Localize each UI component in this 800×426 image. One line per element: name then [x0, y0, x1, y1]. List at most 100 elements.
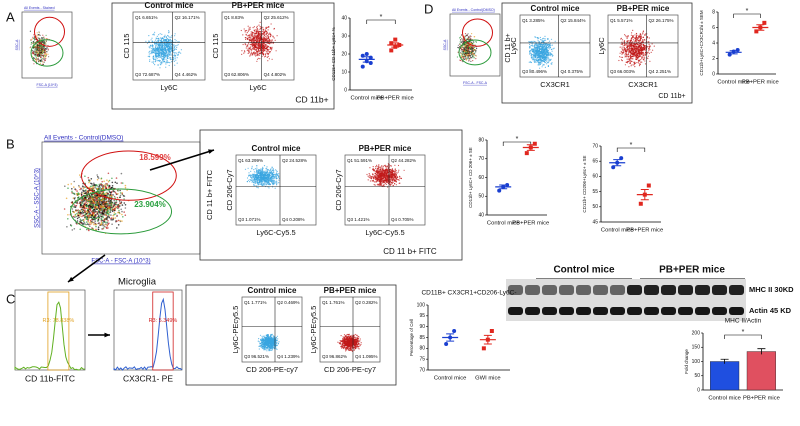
event-dot	[34, 47, 35, 48]
event-dot	[176, 49, 177, 50]
event-dot	[150, 53, 151, 54]
event-dot	[155, 57, 156, 58]
event-dot	[42, 55, 43, 56]
event-dot	[165, 40, 166, 41]
event-dot	[472, 60, 473, 61]
event-dot	[622, 50, 623, 51]
event-dot	[537, 44, 538, 45]
event-dot	[633, 64, 634, 65]
event-dot	[545, 60, 546, 61]
quadrant-label: Q2 25.612%	[264, 15, 289, 20]
event-dot	[630, 53, 631, 54]
event-dot	[106, 227, 108, 229]
event-dot	[114, 196, 116, 198]
event-dot	[546, 61, 547, 62]
event-dot	[40, 60, 41, 61]
event-dot	[163, 61, 164, 62]
event-dot	[108, 194, 110, 196]
event-dot	[250, 54, 251, 55]
event-dot	[545, 62, 546, 63]
event-dot	[265, 38, 266, 39]
event-dot	[173, 58, 174, 59]
event-dot	[43, 59, 44, 60]
event-dot	[107, 222, 109, 224]
event-dot	[625, 35, 626, 36]
event-dot	[644, 57, 645, 58]
event-dot	[254, 34, 255, 35]
event-dot	[464, 44, 465, 45]
event-dot	[547, 39, 548, 40]
event-dot	[536, 55, 537, 56]
event-dot	[469, 50, 470, 51]
event-dot	[153, 63, 154, 64]
event-dot	[541, 52, 542, 53]
event-dot	[115, 182, 117, 184]
event-dot	[149, 47, 150, 48]
event-dot	[115, 213, 117, 215]
event-dot	[263, 49, 264, 50]
event-dot	[260, 28, 261, 29]
event-dot	[632, 48, 633, 49]
event-dot	[542, 46, 543, 47]
event-dot	[162, 37, 163, 38]
event-dot	[258, 25, 259, 26]
event-dot	[76, 216, 78, 218]
event-dot	[634, 34, 635, 35]
event-dot	[266, 51, 267, 52]
event-dot	[162, 59, 163, 60]
event-dot	[149, 59, 150, 60]
event-dot	[33, 42, 34, 43]
event-dot	[248, 48, 249, 49]
event-dot	[464, 41, 465, 42]
event-dot	[258, 47, 259, 48]
event-dot	[535, 51, 536, 52]
event-dot	[169, 57, 170, 58]
event-dot	[266, 33, 267, 34]
event-dot	[91, 221, 93, 223]
event-dot	[88, 217, 90, 219]
event-dot	[463, 57, 464, 58]
event-dot	[109, 191, 111, 193]
event-dot	[260, 45, 261, 46]
event-dot	[545, 40, 546, 41]
event-dot	[174, 53, 175, 54]
event-dot	[551, 39, 552, 40]
event-dot	[79, 215, 81, 217]
event-dot	[472, 49, 473, 50]
event-dot	[165, 53, 166, 54]
event-dot	[36, 54, 37, 55]
event-dot	[642, 49, 643, 50]
event-dot	[81, 216, 83, 218]
event-dot	[108, 173, 110, 175]
event-dot	[640, 40, 641, 41]
event-dot	[529, 51, 530, 52]
event-dot	[174, 61, 175, 62]
event-dot	[625, 53, 626, 54]
event-dot	[71, 183, 73, 185]
event-dot	[542, 60, 543, 61]
event-dot	[74, 188, 76, 190]
event-dot	[534, 62, 535, 63]
axis-label: SSC-A	[443, 39, 447, 50]
event-dot	[155, 40, 156, 41]
event-dot	[121, 220, 123, 222]
axis-label: Ly6C	[160, 83, 178, 92]
event-dot	[552, 45, 553, 46]
event-dot	[35, 54, 36, 55]
event-dot	[625, 50, 626, 51]
event-dot	[89, 222, 91, 224]
event-dot	[626, 54, 627, 55]
event-dot	[464, 52, 465, 53]
event-dot	[152, 47, 153, 48]
event-dot	[636, 62, 637, 63]
event-dot	[145, 41, 146, 42]
event-dot	[631, 61, 632, 62]
event-dot	[639, 63, 640, 64]
event-dot	[45, 42, 46, 43]
event-dot	[99, 185, 101, 187]
event-dot	[125, 204, 127, 206]
event-dot	[39, 53, 40, 54]
event-dot	[260, 36, 261, 37]
event-dot	[154, 51, 155, 52]
event-dot	[530, 62, 531, 63]
